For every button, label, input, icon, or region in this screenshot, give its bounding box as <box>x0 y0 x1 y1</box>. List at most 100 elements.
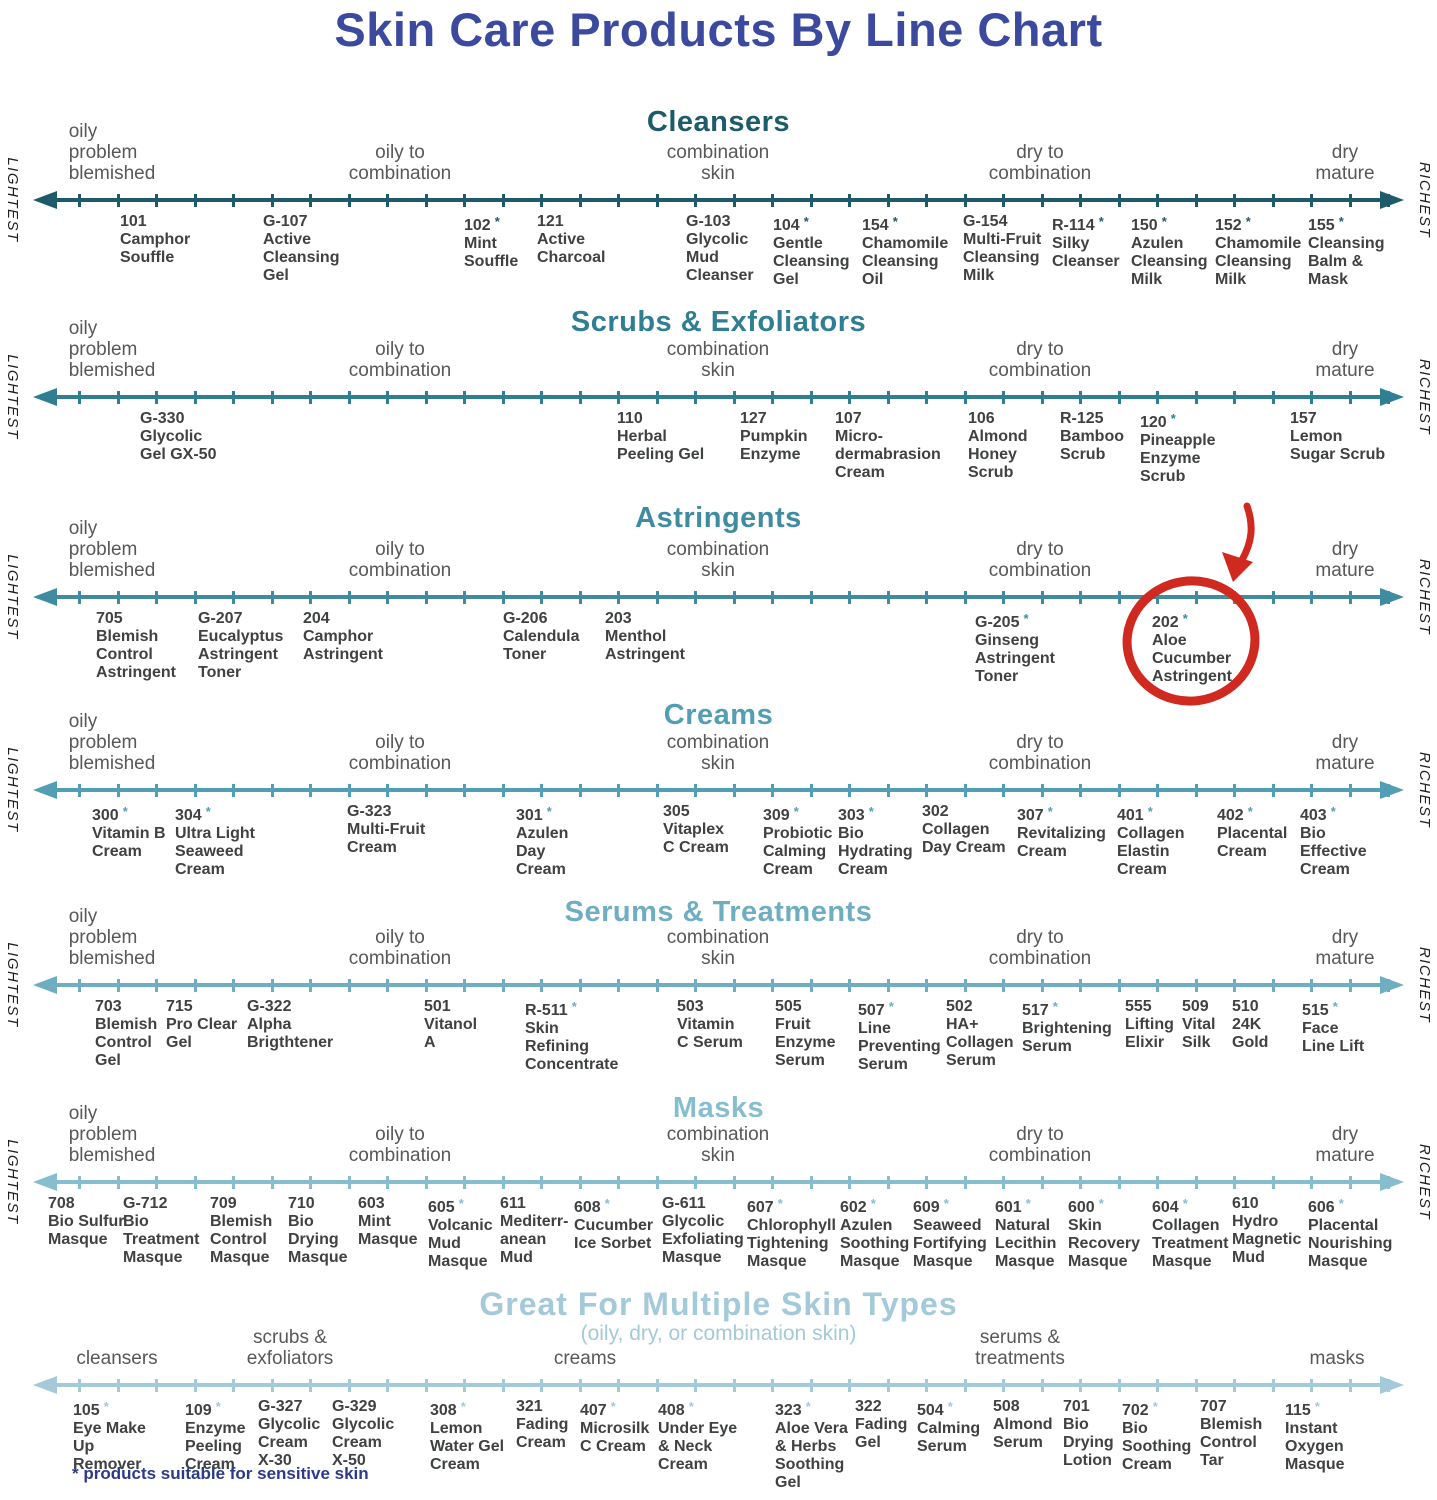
axis-tick <box>116 978 120 992</box>
axis-tick <box>193 1175 197 1189</box>
product-R-125: R-125 Bamboo Scrub <box>1060 410 1124 464</box>
axis-tick <box>78 390 81 404</box>
axis-header-scrubs-2: combination skin <box>666 339 770 381</box>
product-name-line: Eye Make <box>73 1420 146 1437</box>
axis-tick <box>424 1175 428 1189</box>
product-name-line: Lecithin <box>995 1235 1057 1252</box>
axis-tick <box>424 193 428 207</box>
product-name-line: Natural <box>995 1217 1051 1234</box>
axis-tick <box>1194 590 1198 604</box>
axis-tick <box>1233 193 1236 207</box>
product-602: 602 * Azulen Soothing Masque <box>840 1195 909 1271</box>
axis-tick <box>1387 1175 1390 1189</box>
sensitive-skin-star: * <box>1332 999 1338 1014</box>
product-name-line: Mask <box>1308 271 1349 288</box>
product-code: 302 <box>922 803 949 820</box>
product-707: 707 Blemish Control Tar <box>1200 1398 1262 1470</box>
product-name-line: Tar <box>1200 1452 1224 1469</box>
product-127: 127 Pumpkin Enzyme <box>740 410 808 464</box>
axis-tick <box>732 390 736 404</box>
product-402: 402 * Placental Cream <box>1217 803 1287 861</box>
axis-tick <box>1194 1378 1198 1392</box>
product-203: 203 Menthol Astringent <box>605 610 685 664</box>
product-name-line: Cream <box>838 861 888 878</box>
product-name-line: Souffle <box>120 249 175 266</box>
product-name-line: Glycolic <box>258 1416 321 1433</box>
axis-header-cleansers-2: combination skin <box>666 142 770 184</box>
product-code: G-327 <box>258 1398 303 1415</box>
axis-tick <box>809 1378 813 1392</box>
axis-tick <box>501 783 505 797</box>
product-name-line: Cream <box>763 861 813 878</box>
product-name-line: Serum <box>775 1052 825 1069</box>
axis-tick <box>848 978 851 992</box>
product-607: 607 * Chlorophyll Tightening Masque <box>747 1195 836 1271</box>
product-code: 105 * <box>73 1399 109 1419</box>
product-name-line: Revitalizing <box>1017 825 1106 842</box>
product-name-line: Enzyme <box>1140 450 1201 467</box>
product-code: 104 * <box>773 214 809 234</box>
axis-tick <box>1117 1175 1121 1189</box>
axis-header-multi-0: cleansers <box>76 1348 158 1369</box>
axis-header-multi-2: creams <box>553 1348 617 1369</box>
axis-tick <box>1310 1175 1313 1189</box>
product-name-line: Brigthtener <box>247 1034 334 1051</box>
product-name-line: Cream <box>516 1434 566 1451</box>
axis-tick <box>771 590 774 604</box>
axis-tick <box>578 783 582 797</box>
sensitive-skin-star: * <box>1147 804 1153 819</box>
axis-header-creams-4: dry mature <box>1315 732 1375 774</box>
axis-tick <box>270 1175 274 1189</box>
product-name-line: Astringent <box>605 646 685 663</box>
axis-tick <box>732 193 736 207</box>
product-608: 608 * Cucumber Ice Sorbet <box>574 1195 653 1253</box>
product-509: 509 Vital Silk <box>1182 998 1216 1052</box>
sensitive-skin-star: * <box>494 214 500 229</box>
axis-header-astringents-2: combination skin <box>666 539 770 581</box>
axis-header-astringents-0: oily problem blemished <box>68 518 156 581</box>
axis-tick <box>848 193 851 207</box>
axis-end-label-richest: RICHEST <box>1416 558 1433 636</box>
axis-arrowhead-left <box>33 976 57 994</box>
product-name-line: Chamomile <box>862 235 949 252</box>
product-code: G-322 <box>247 998 292 1015</box>
axis-tick <box>78 1378 81 1392</box>
axis-tick <box>1310 590 1313 604</box>
product-code: G-329 <box>332 1398 377 1415</box>
axis-tick <box>771 783 774 797</box>
axis-tick <box>463 193 466 207</box>
product-code: 300 * <box>92 804 128 824</box>
product-name-line: Placental <box>1308 1217 1379 1234</box>
sensitive-skin-star: * <box>1052 999 1058 1014</box>
axis-tick <box>1079 193 1082 207</box>
product-name-line: Mud <box>1232 1249 1265 1266</box>
product-name-line: Astringent <box>198 646 278 663</box>
product-code: 608 * <box>574 1196 610 1216</box>
axis-tick <box>925 1378 928 1392</box>
product-name-line: Line <box>858 1020 891 1037</box>
axis-tick <box>578 590 582 604</box>
product-555: 555 Lifting Elixir <box>1125 998 1174 1052</box>
axis-tick <box>501 390 505 404</box>
axis-tick <box>617 978 620 992</box>
product-name-line: Glycolic <box>332 1416 395 1433</box>
axis-tick <box>694 390 697 404</box>
product-name-line: Lemon <box>430 1420 483 1437</box>
axis-tick <box>386 590 389 604</box>
product-code: 304 * <box>175 804 211 824</box>
product-name-line: Scrub <box>1060 446 1106 463</box>
product-code: 154 * <box>862 214 898 234</box>
sensitive-skin-star: * <box>571 999 577 1014</box>
axis-tick <box>732 783 736 797</box>
axis-tick <box>1233 590 1236 604</box>
product-code: 204 <box>303 610 330 627</box>
product-name-line: Bio <box>123 1213 149 1230</box>
product-code: R-125 <box>1060 410 1104 427</box>
sensitive-skin-star: * <box>892 214 898 229</box>
sensitive-skin-star: * <box>1161 214 1167 229</box>
product-157: 157 Lemon Sugar Scrub <box>1290 410 1385 464</box>
product-code: 600 * <box>1068 1196 1104 1216</box>
product-name-line: Cream <box>258 1434 308 1451</box>
product-name-line: Serum <box>858 1056 908 1073</box>
axis-tick <box>1002 193 1005 207</box>
